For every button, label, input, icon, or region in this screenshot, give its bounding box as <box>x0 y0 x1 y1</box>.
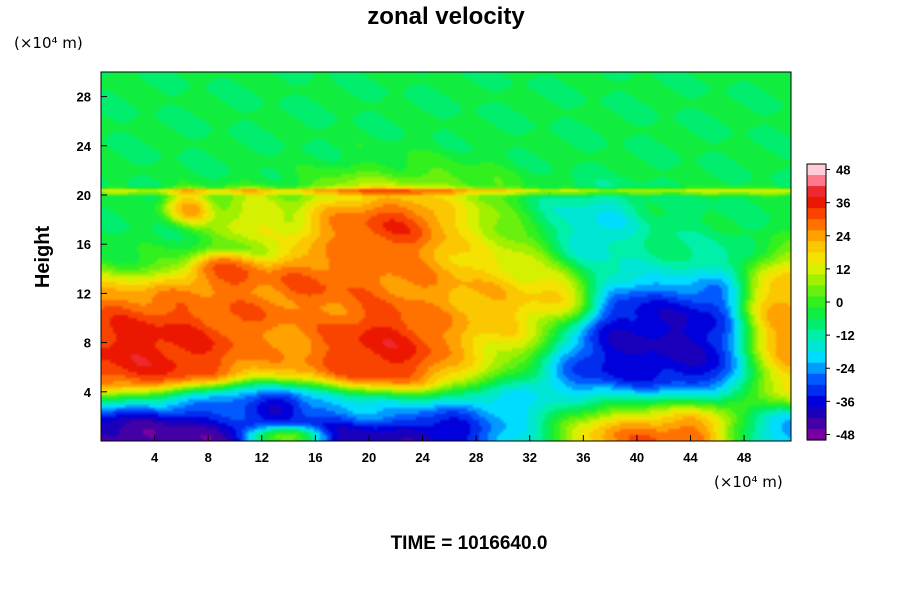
plot-area <box>100 71 792 442</box>
colorbar-segment <box>807 296 826 309</box>
x-tick-label: 40 <box>630 450 644 465</box>
colorbar-segment <box>807 252 826 264</box>
colorbar: 48 36 24 12 0 -12 -24 -36 -48 <box>806 163 856 442</box>
colorbar-tick-label: 36 <box>836 196 850 211</box>
colorbar-segment <box>807 164 826 176</box>
x-tick-label: 12 <box>255 450 269 465</box>
y-axis-ticks: 4 8 12 16 20 24 28 <box>77 90 107 400</box>
colorbar-segment <box>807 329 826 342</box>
y-tick-label: 4 <box>84 385 92 400</box>
colorbar-segment <box>807 208 826 220</box>
colorbar-segment <box>807 340 826 353</box>
colorbar-segment <box>807 219 826 231</box>
colorbar-segment <box>807 318 826 331</box>
colorbar-tick-label: -36 <box>836 394 855 409</box>
colorbar-segment <box>807 175 826 187</box>
x-tick-label: 28 <box>469 450 483 465</box>
x-tick-label: 16 <box>308 450 322 465</box>
colorbar-segment <box>807 351 826 364</box>
y-tick-label: 16 <box>77 237 91 252</box>
colorbar-segment <box>807 417 826 430</box>
colorbar-tick-label: 0 <box>836 295 843 310</box>
y-axis-unit: (×10⁴ m) <box>14 34 83 52</box>
x-tick-label: 48 <box>737 450 751 465</box>
x-tick-label: 44 <box>683 450 698 465</box>
heatmap-field <box>101 72 791 441</box>
colorbar-tick-label: 12 <box>836 262 850 277</box>
colorbar-segment <box>807 307 826 320</box>
colorbar-segment <box>807 241 826 253</box>
colorbar-tick-label: 24 <box>836 229 851 244</box>
colorbar-tick-label: 48 <box>836 163 850 178</box>
y-axis-label: Height <box>32 226 54 289</box>
y-tick-label: 28 <box>77 90 91 105</box>
colorbar-segment <box>807 197 826 209</box>
colorbar-tick-label: -24 <box>836 361 856 376</box>
colorbar-segment <box>807 263 826 275</box>
colorbar-segment <box>807 373 826 386</box>
colorbar-segment <box>807 395 826 408</box>
colorbar-segment <box>807 362 826 375</box>
x-tick-label: 36 <box>576 450 590 465</box>
x-axis-unit: (×10⁴ m) <box>714 473 783 491</box>
colorbar-tick-label: -12 <box>836 328 855 343</box>
x-tick-label: 20 <box>362 450 376 465</box>
chart-title: zonal velocity <box>367 3 525 30</box>
colorbar-segment <box>807 186 826 198</box>
x-tick-label: 32 <box>523 450 537 465</box>
time-label: TIME = 1016640.0 <box>391 533 548 554</box>
y-tick-label: 8 <box>84 336 91 351</box>
y-tick-label: 24 <box>77 139 92 154</box>
colorbar-segment <box>807 428 826 441</box>
colorbar-segment <box>807 285 826 298</box>
plot-frame <box>100 71 792 442</box>
colorbar-segment <box>807 384 826 397</box>
y-tick-label: 12 <box>77 286 91 301</box>
x-tick-label: 8 <box>205 450 212 465</box>
x-tick-label: 4 <box>151 450 159 465</box>
x-tick-label: 24 <box>415 450 430 465</box>
y-tick-label: 20 <box>77 188 91 203</box>
colorbar-segment <box>807 406 826 419</box>
colorbar-segment <box>807 230 826 242</box>
colorbar-tick-label: -48 <box>836 427 855 442</box>
x-axis-ticks: 4 8 12 16 20 24 28 32 36 40 44 48 <box>151 435 751 465</box>
colorbar-segment <box>807 274 826 287</box>
